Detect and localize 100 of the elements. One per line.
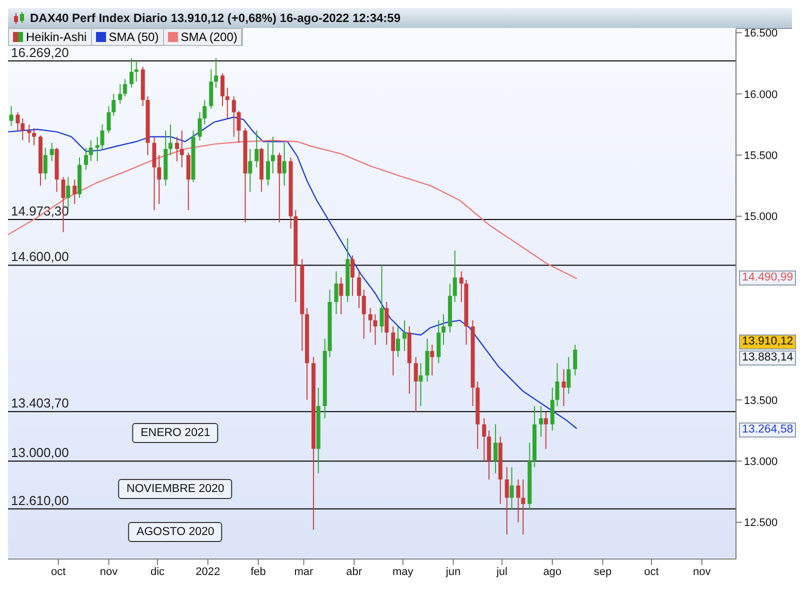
annotation: NOVIEMBRE 2020 [118,478,232,499]
candlestick [9,106,14,126]
candlestick [339,276,344,315]
candlestick [334,270,338,315]
candlestick [100,124,104,150]
x-tick-label: nov [100,566,118,578]
legend-label: SMA (200) [164,29,242,45]
candlestick [225,87,230,119]
candlestick [442,314,446,346]
candlestick [202,99,207,125]
x-tick-label: 2022 [196,566,220,578]
candlestick [510,466,514,511]
candlestick [88,140,93,162]
candlestick [220,72,224,107]
candlestick [50,142,54,162]
text: 13.264,58 [739,422,796,438]
y-tick-label: 12.500 [744,517,778,530]
y-tick-label: 13.000 [744,456,778,468]
candlestick [123,78,127,97]
y-tick-label: 16.500 [744,28,778,40]
candlestick [566,356,571,394]
candlestick [20,118,25,141]
x-tick-label: sep [594,566,612,578]
x-tick-label: may [392,566,414,578]
candlestick [482,418,486,462]
candlestick [494,424,498,474]
y-tick-label: 16.000 [744,88,778,101]
candlestick [539,406,543,438]
x-tick-label: jul [495,566,508,578]
y-tick-label: 13.500 [744,394,778,407]
candlestick [134,60,138,82]
candlestick [266,142,270,186]
annotation: AGOSTO 2020 [128,522,222,542]
chart-title: DAX40 Perf Index Diario 13.910,12 (+0,68%) 16-ago-2022 12:34:59 [30,11,401,25]
x-tick-label: nov [693,566,712,578]
candlestick [157,154,162,205]
x-tick-label: abr [346,566,362,578]
candlestick [368,308,372,334]
candlestick [430,344,434,376]
candlestick [396,326,400,358]
candlestick [236,110,241,144]
x-tick-label: dic [150,566,166,578]
x-tick-label: oct [644,566,659,578]
candlestick [248,148,252,192]
candlestick [198,112,202,141]
ref-line-label: 12.610,00 [11,492,69,508]
candlestick [180,130,184,168]
candlestick [544,412,548,450]
candlestick [555,362,560,406]
legend-label: Heikin-Ashi [9,29,92,45]
line-series [8,140,578,280]
x-tick-label: oct [51,566,66,578]
candlestick [214,58,218,88]
candlestick [32,128,36,146]
candlestick [27,124,32,144]
candlestick [391,326,396,376]
candlestick [562,368,566,406]
candlestick [362,289,366,340]
candlestick [573,344,578,376]
candlestick [175,136,179,162]
candlestick [452,250,457,302]
ref-line-label: 14.600,00 [11,249,69,264]
candlestick [106,106,111,134]
candlestick [254,130,259,168]
x-tick-label: ago [543,566,562,578]
x-tick-label: mar [294,566,314,578]
candlestick [118,84,122,104]
candlestick [414,356,418,413]
candlestick [270,136,275,174]
candlestick [418,362,423,406]
y-tick-label: 15.500 [744,150,778,162]
candlestick [459,270,464,302]
candlestick [72,179,77,205]
text: 13.910,12 [739,334,796,350]
x-tick-label: jun [444,566,461,578]
candlestick [521,478,526,536]
candlestick [504,466,509,536]
candlestick [130,58,134,88]
candlestick [357,270,361,309]
candlestick [277,152,282,223]
candlestick [16,112,20,132]
candlestick [43,147,48,180]
candlestick [373,314,378,346]
candlestick [282,142,286,186]
ref-line-label: 13.000,00 [11,445,69,460]
text: 13.883,14 [739,350,796,366]
annotation: ENERO 2021 [132,423,218,444]
candlestick [168,124,172,156]
x-tick-label: feb [250,566,266,578]
candlestick [516,478,520,523]
candlestick [402,320,406,352]
ref-line-label: 16.269,20 [11,44,69,60]
candlestick [380,264,384,334]
legend-label: SMA (50) [92,29,164,45]
candlestick [84,147,88,170]
candlestick [350,254,354,296]
line-series [8,116,578,430]
ref-line-label: 13.403,70 [11,396,69,411]
y-tick-label: 15.000 [744,211,778,224]
text: 14.490,99 [739,270,796,286]
